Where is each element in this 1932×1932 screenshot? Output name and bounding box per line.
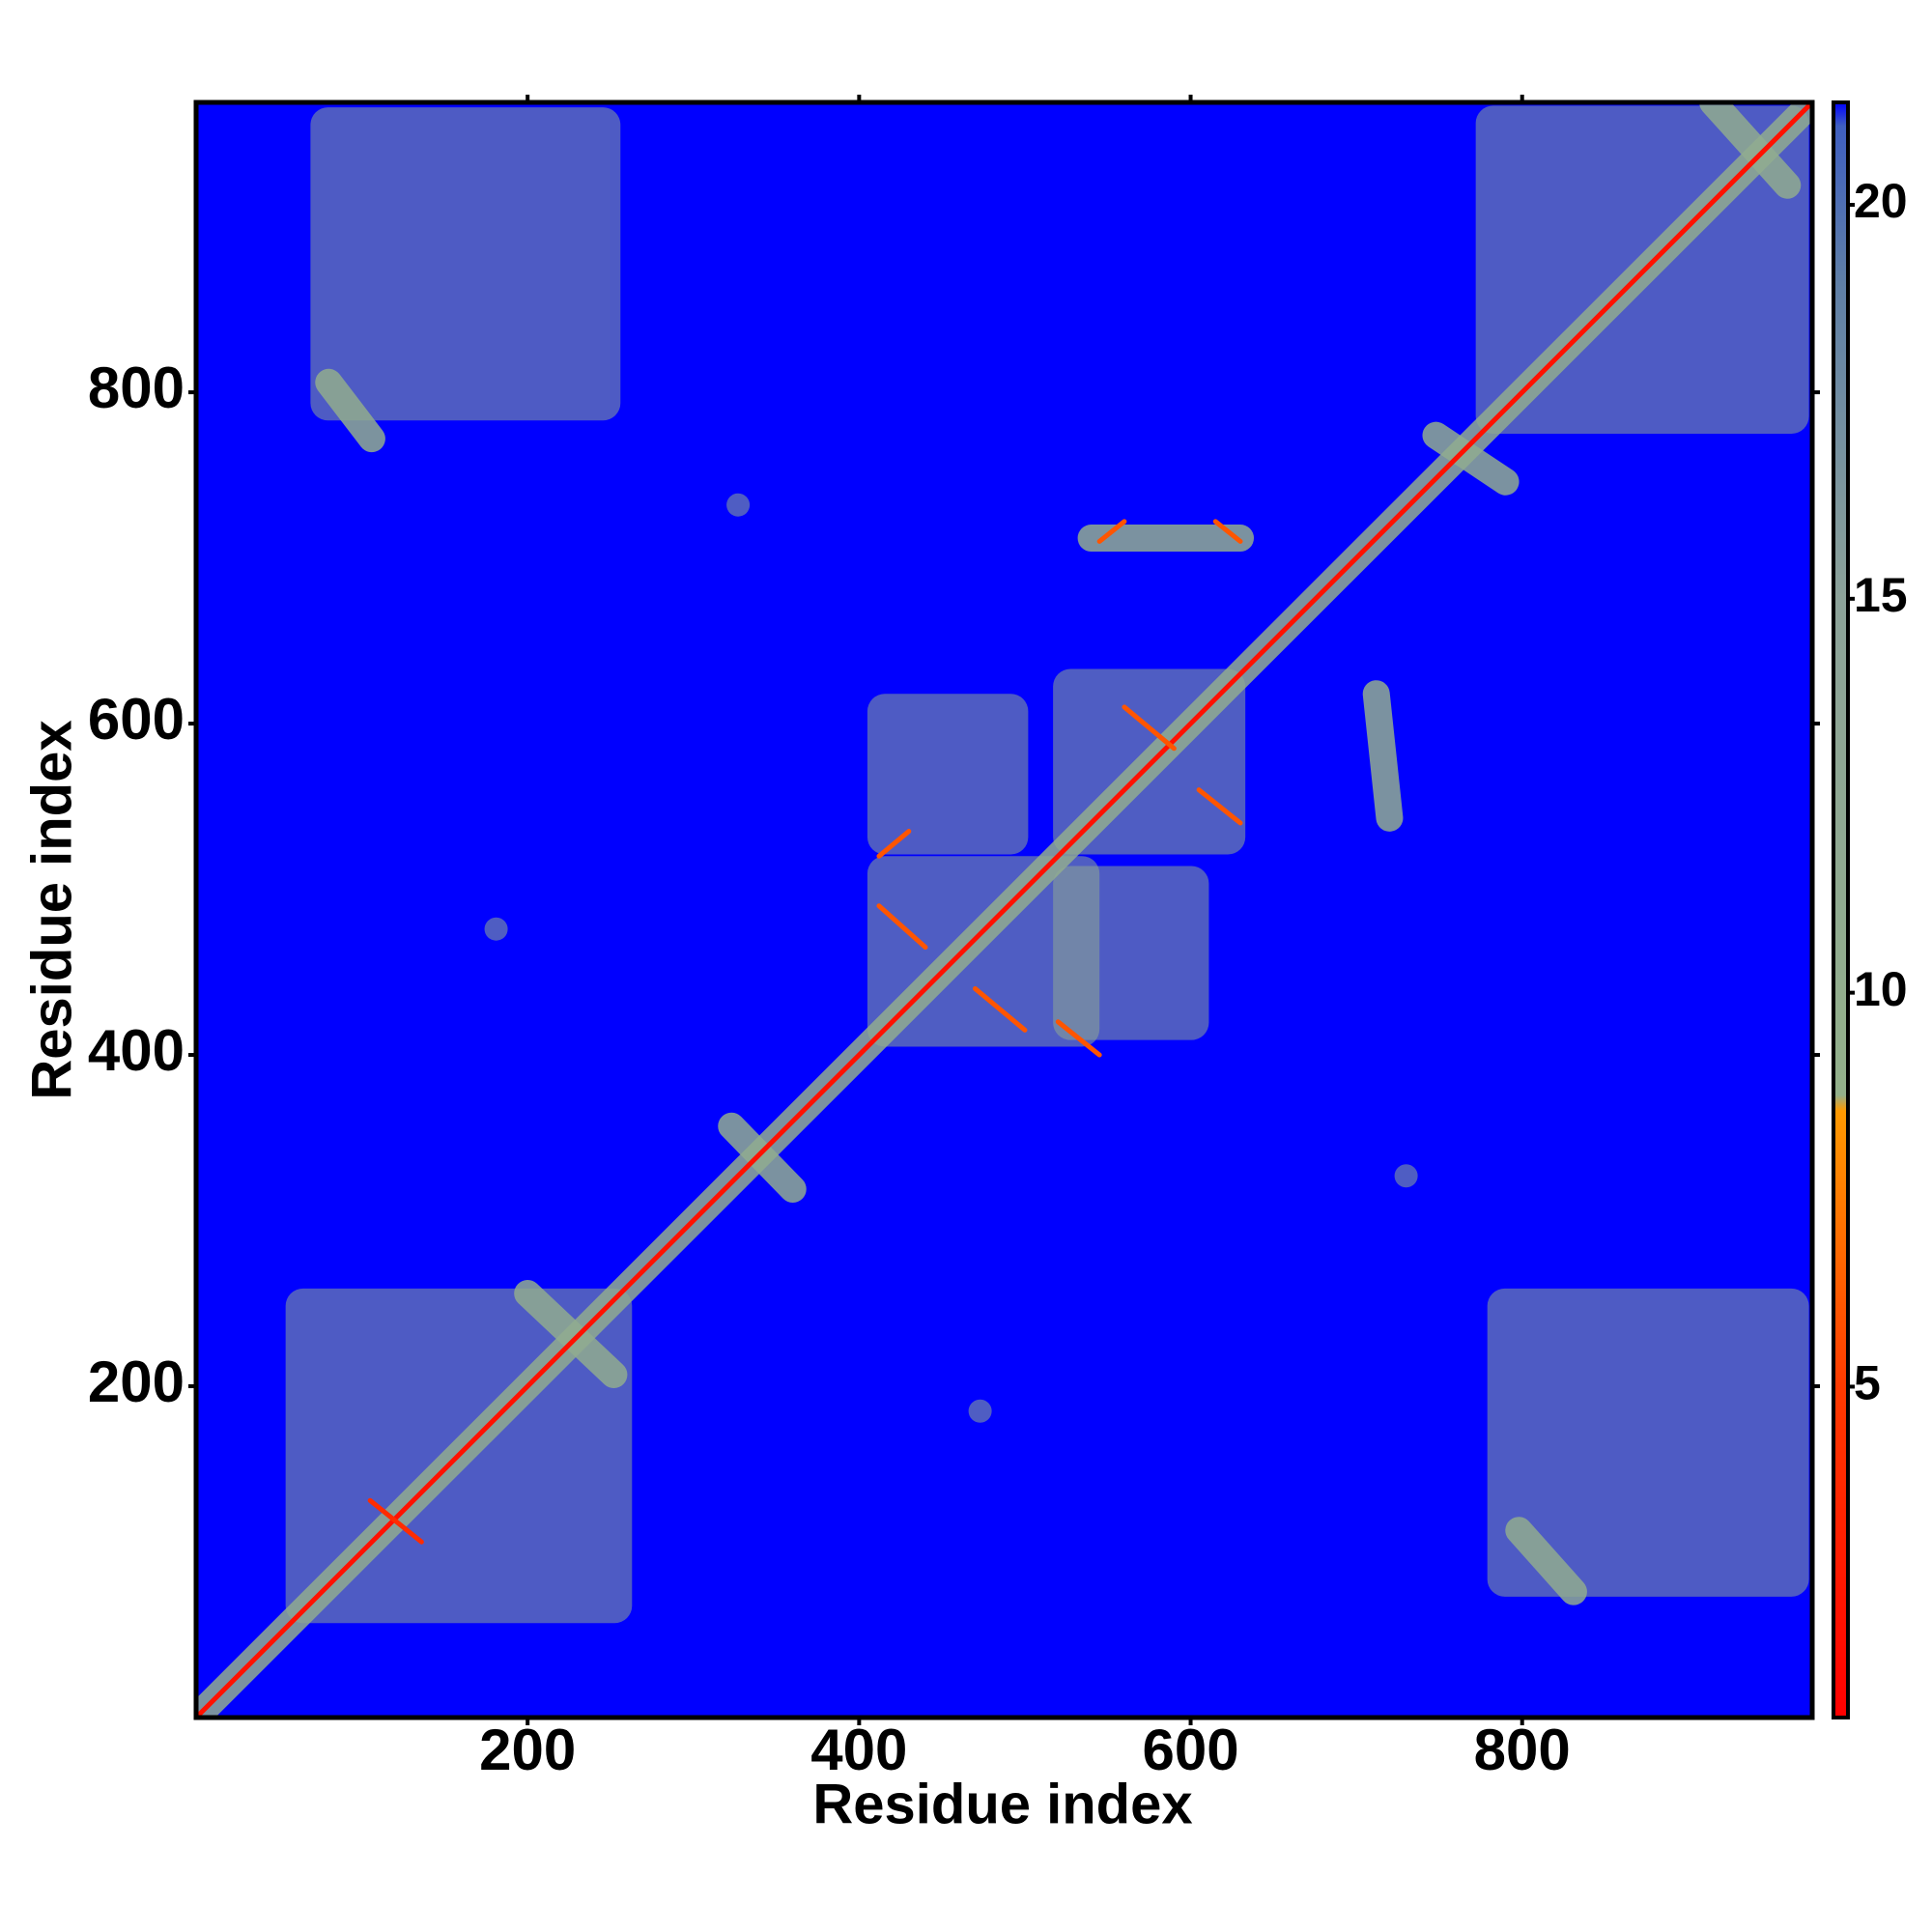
colorbar xyxy=(1832,100,1850,1719)
contact-region xyxy=(484,917,508,941)
x-axis-title: Residue index xyxy=(812,1773,1192,1835)
x-tick-label: 800 xyxy=(1474,1718,1571,1782)
contact-core xyxy=(1055,1019,1102,1058)
contact-band xyxy=(1699,102,1802,199)
y-tick-label: 400 xyxy=(88,1018,185,1083)
contact-band xyxy=(1362,680,1404,832)
contact-band xyxy=(1505,1517,1587,1605)
colorbar-tick-label: 5 xyxy=(1854,1356,1881,1410)
colorbar-tick-label: 15 xyxy=(1854,568,1908,622)
contact-core xyxy=(1096,519,1127,544)
contact-core xyxy=(1122,704,1177,752)
contact-core xyxy=(1212,519,1243,544)
y-axis-title: Residue index xyxy=(20,720,83,1099)
contact-band xyxy=(1422,421,1520,496)
contact-core xyxy=(196,102,1812,1718)
contact-core xyxy=(972,985,1028,1033)
plot-frame xyxy=(193,99,1815,1720)
contact-core xyxy=(876,903,928,951)
contact-band xyxy=(315,368,385,453)
contact-region xyxy=(1394,1164,1418,1188)
contact-core xyxy=(367,1497,424,1545)
contact-region xyxy=(1487,1288,1809,1597)
y-tick-label: 800 xyxy=(88,355,185,420)
x-tick-label: 200 xyxy=(479,1718,576,1782)
y-tick-label: 200 xyxy=(88,1350,185,1414)
contact-region xyxy=(310,107,621,421)
contact-core xyxy=(876,829,912,859)
contact-band xyxy=(718,1112,807,1203)
colorbar-tick-label: 20 xyxy=(1854,174,1908,228)
contact-region xyxy=(867,694,1029,855)
contact-region xyxy=(968,1399,992,1423)
contact-band xyxy=(514,1279,628,1389)
y-tick-label: 600 xyxy=(88,687,185,752)
contact-core xyxy=(1196,787,1243,826)
x-tick-label: 400 xyxy=(810,1718,907,1782)
heatmap-features xyxy=(196,102,1812,1718)
contact-region xyxy=(1053,866,1209,1040)
colorbar-tick-label: 10 xyxy=(1854,962,1908,1016)
x-tick-label: 600 xyxy=(1142,1718,1238,1782)
contact-region xyxy=(726,493,751,517)
